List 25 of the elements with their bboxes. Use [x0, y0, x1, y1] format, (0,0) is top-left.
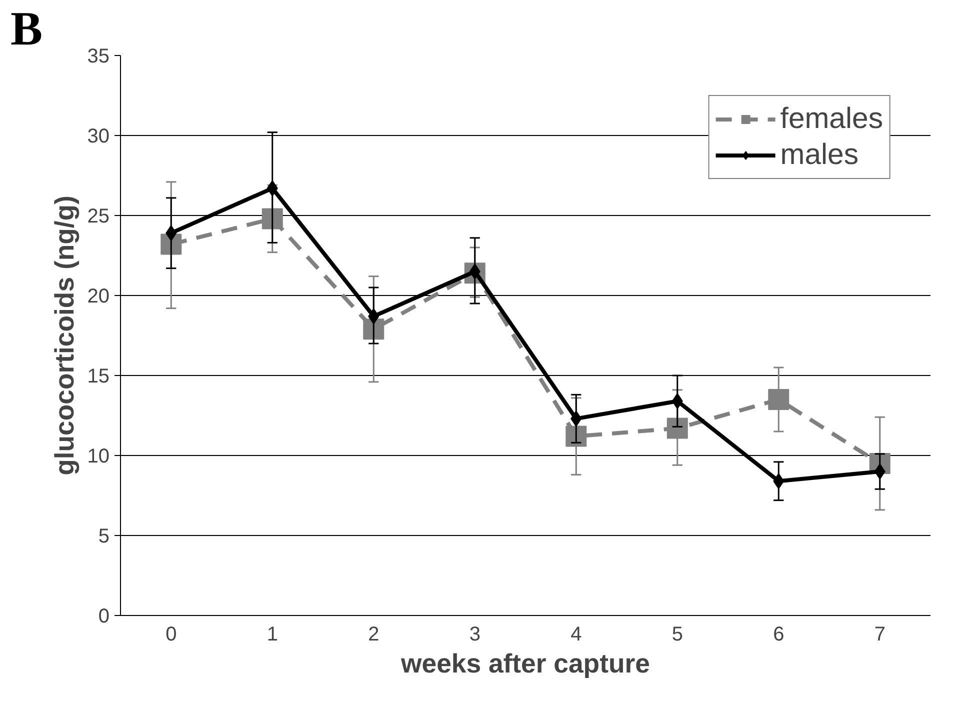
y-tick-label: 5 [98, 526, 110, 548]
y-axis-title: glucocorticoids (ng/g) [49, 196, 80, 476]
text: B [10, 2, 43, 56]
x-tick-label: 7 [874, 624, 886, 646]
x-tick-label: 5 [672, 624, 683, 646]
x-tick-label: 3 [469, 624, 480, 646]
point [666, 418, 688, 439]
y-tick-label: 20 [87, 286, 110, 308]
x-tick-label: 6 [773, 624, 784, 646]
x-tick-label: 0 [166, 624, 177, 646]
point [768, 389, 790, 410]
y-tick-label: 15 [87, 366, 110, 388]
y-tick-label: 30 [87, 126, 110, 148]
x-tick-label: 2 [368, 624, 380, 646]
x-tick-label: 4 [570, 624, 582, 646]
legend-label: males [780, 138, 859, 172]
y-tick-label: 10 [87, 446, 110, 468]
point [262, 208, 283, 230]
y-tick-label: 25 [87, 206, 110, 228]
x-tick-label: 1 [266, 624, 278, 646]
y-tick-label: 0 [98, 606, 110, 628]
legend-label: females [780, 102, 883, 136]
point [566, 426, 587, 447]
x-axis-title: weeks after capture [400, 648, 650, 678]
y-tick-label: 35 [87, 46, 110, 68]
